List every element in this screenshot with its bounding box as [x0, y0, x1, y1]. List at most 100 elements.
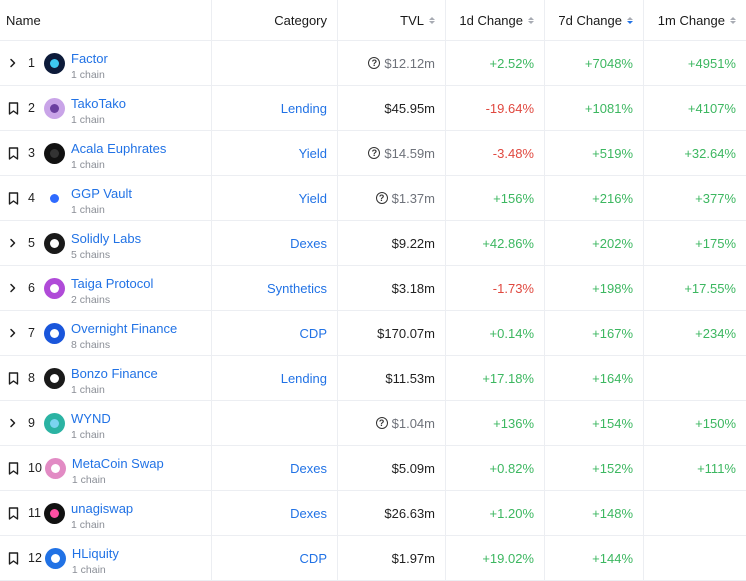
- name-cell: 8 Bonzo Finance 1 chain: [0, 356, 212, 400]
- category-cell: [212, 41, 338, 85]
- table-row[interactable]: 7 Overnight Finance 8 chains CDP $170.07m +0.…: [0, 311, 746, 356]
- protocol-link[interactable]: Taiga Protocol: [71, 275, 154, 291]
- name-cell: 9 WYND 1 chain: [0, 401, 212, 445]
- change-1m-cell: +17.55%: [644, 266, 746, 310]
- category-link[interactable]: CDP: [299, 550, 327, 566]
- change-7d-value: +7048%: [584, 55, 633, 71]
- protocol-link[interactable]: unagiswap: [71, 500, 134, 516]
- rank: 8: [28, 371, 35, 385]
- table-row[interactable]: 2 TakoTako 1 chain Lending $45.95m -19.64% +10…: [0, 86, 746, 131]
- rank: 5: [28, 236, 35, 250]
- rank: 6: [28, 281, 35, 295]
- bookmark-icon[interactable]: [6, 146, 20, 160]
- change-1m-value: +4951%: [687, 55, 736, 71]
- question-icon[interactable]: ?: [368, 147, 381, 159]
- protocol-link[interactable]: Bonzo Finance: [71, 365, 158, 381]
- table-row[interactable]: 8 Bonzo Finance 1 chain Lending $11.53m +17.1…: [0, 356, 746, 401]
- protocol-link[interactable]: TakoTako: [71, 95, 126, 111]
- change-1d-cell: +2.52%: [446, 41, 545, 85]
- change-1m-value: +150%: [695, 415, 736, 431]
- change-7d-cell: +216%: [545, 176, 644, 220]
- bookmark-icon[interactable]: [6, 461, 20, 475]
- header-category[interactable]: Category: [212, 0, 338, 40]
- header-7d-change[interactable]: 7d Change: [545, 0, 644, 40]
- table-row[interactable]: 3 Acala Euphrates 1 chain Yield? $14.59m -3.4…: [0, 131, 746, 176]
- tvl-value: $26.63m: [384, 505, 435, 521]
- tvl-cell: ? $1.04m: [338, 401, 446, 445]
- bookmark-icon[interactable]: [6, 551, 20, 565]
- name-cell: 4 GGP Vault 1 chain: [0, 176, 212, 220]
- solidly-logo-icon: [44, 232, 65, 254]
- header-1d-change[interactable]: 1d Change: [446, 0, 545, 40]
- category-link[interactable]: Synthetics: [267, 280, 327, 296]
- table-row[interactable]: 12 HLiquity 1 chain CDP $1.97m +19.02% +144%: [0, 536, 746, 581]
- change-1m-value: +111%: [697, 460, 736, 476]
- rank: 2: [28, 101, 35, 115]
- tvl-cell: $9.22m: [338, 221, 446, 265]
- change-7d-value: +164%: [592, 370, 633, 386]
- table-row[interactable]: 10 MetaCoin Swap 1 chain Dexes $5.09m +0.82% +…: [0, 446, 746, 491]
- tvl-value: $1.37m: [391, 190, 435, 206]
- sort-icon: [730, 16, 736, 24]
- protocol-link[interactable]: GGP Vault: [71, 185, 132, 201]
- tvl-value: $11.53m: [385, 370, 435, 386]
- expand-chevron-icon[interactable]: [6, 236, 20, 250]
- table-row[interactable]: 6 Taiga Protocol 2 chains Synthetics $3.18m -…: [0, 266, 746, 311]
- category-cell: [212, 401, 338, 445]
- change-1d-value: -19.64%: [485, 100, 534, 116]
- change-1d-cell: +19.02%: [446, 536, 545, 580]
- category-link[interactable]: CDP: [299, 325, 327, 341]
- change-1d-value: +17.18%: [482, 370, 534, 386]
- header-1m-change[interactable]: 1m Change: [644, 0, 746, 40]
- table-row[interactable]: 5 Solidly Labs 5 chains Dexes $9.22m +42.86% +…: [0, 221, 746, 266]
- wynd-logo-icon: [44, 412, 65, 434]
- bookmark-icon[interactable]: [6, 506, 20, 520]
- change-1m-value: +32.64%: [684, 145, 736, 161]
- category-link[interactable]: Lending: [280, 100, 327, 116]
- bookmark-icon[interactable]: [6, 371, 20, 385]
- table-row[interactable]: 4 GGP Vault 1 chain Yield? $1.37m +156% +216% +…: [0, 176, 746, 221]
- protocol-link[interactable]: Acala Euphrates: [71, 140, 167, 156]
- bookmark-icon[interactable]: [6, 191, 20, 205]
- protocol-link[interactable]: Solidly Labs: [71, 230, 142, 246]
- taiga-logo-icon: [44, 277, 65, 299]
- category-link[interactable]: Dexes: [290, 505, 327, 521]
- category-link[interactable]: Dexes: [290, 460, 327, 476]
- table-row[interactable]: 9 WYND 1 chain? $1.04m +136% +154% +150%: [0, 401, 746, 446]
- chain-count: 1 chain: [71, 428, 105, 441]
- table-row[interactable]: 11 unagiswap 1 chain Dexes $26.63m +1.20% +148…: [0, 491, 746, 536]
- protocol-link[interactable]: Factor: [71, 50, 108, 66]
- protocol-link[interactable]: Overnight Finance: [71, 320, 178, 336]
- change-7d-cell: +152%: [545, 446, 644, 490]
- rank: 10: [28, 461, 42, 475]
- question-icon[interactable]: ?: [375, 417, 388, 429]
- expand-chevron-icon[interactable]: [6, 281, 20, 295]
- change-1d-cell: -1.73%: [446, 266, 545, 310]
- bookmark-icon[interactable]: [6, 101, 20, 115]
- question-icon[interactable]: ?: [368, 57, 381, 69]
- change-1d-cell: +0.82%: [446, 446, 545, 490]
- change-1d-cell: -3.48%: [446, 131, 545, 175]
- name-cell: 5 Solidly Labs 5 chains: [0, 221, 212, 265]
- tvl-cell: $3.18m: [338, 266, 446, 310]
- change-7d-value: +152%: [592, 460, 633, 476]
- change-7d-cell: +167%: [545, 311, 644, 355]
- protocol-link[interactable]: HLiquity: [71, 545, 119, 561]
- tvl-cell: $170.07m: [338, 311, 446, 355]
- protocol-link[interactable]: MetaCoin Swap: [71, 455, 164, 471]
- expand-chevron-icon[interactable]: [6, 326, 20, 340]
- table-row[interactable]: 1 Factor 1 chain? $12.12m +2.52% +7048% +4951%: [0, 41, 746, 86]
- expand-chevron-icon[interactable]: [6, 416, 20, 430]
- change-1d-cell: +0.14%: [446, 311, 545, 355]
- expand-chevron-icon[interactable]: [6, 56, 20, 70]
- category-link[interactable]: Lending: [280, 370, 327, 386]
- change-7d-cell: +198%: [545, 266, 644, 310]
- category-link[interactable]: Dexes: [290, 235, 327, 251]
- header-tvl[interactable]: TVL: [338, 0, 446, 40]
- question-icon[interactable]: ?: [375, 192, 388, 204]
- protocol-link[interactable]: WYND: [71, 410, 111, 426]
- category-link[interactable]: Yield: [298, 190, 327, 206]
- category-link[interactable]: Yield: [298, 145, 327, 161]
- header-name[interactable]: Name: [0, 0, 212, 40]
- change-7d-cell: +164%: [545, 356, 644, 400]
